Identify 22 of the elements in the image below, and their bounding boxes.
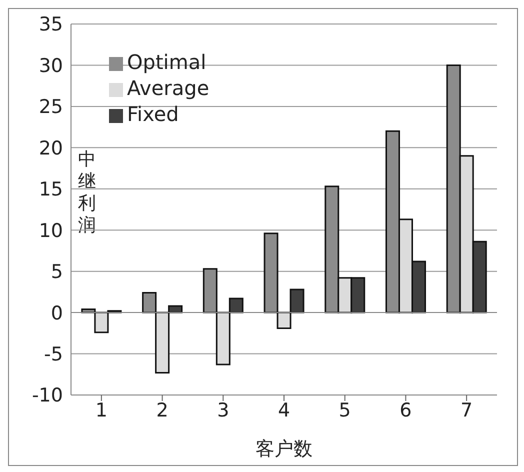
y-tick-label: 10 — [38, 220, 63, 242]
y-tick-label: 0 — [50, 302, 63, 324]
y-axis-title: 中继利润 — [77, 149, 97, 237]
x-tick-label: 1 — [95, 399, 108, 422]
y-tick-label: 5 — [50, 261, 63, 284]
y-tick-label: 25 — [38, 96, 63, 118]
y-tick-label: 30 — [38, 54, 63, 77]
x-tick-label: 6 — [400, 399, 412, 422]
x-axis-title: 客户数 — [256, 438, 312, 460]
x-tick-label: 7 — [460, 399, 473, 422]
legend-label: Optimal — [127, 50, 206, 74]
x-tick-label: 5 — [338, 399, 351, 422]
x-tick-label: 4 — [278, 399, 290, 422]
y-tick-label: 35 — [38, 14, 63, 36]
y-tick-label: -5 — [44, 344, 63, 366]
y-tick-label: -10 — [32, 384, 63, 407]
legend-label: Fixed — [127, 102, 179, 126]
x-tick-label: 3 — [217, 399, 230, 422]
y-tick-label: 15 — [38, 178, 63, 201]
legend-label: Average — [127, 76, 210, 100]
x-tick-label: 2 — [156, 399, 168, 422]
y-tick-label: 20 — [38, 137, 63, 160]
